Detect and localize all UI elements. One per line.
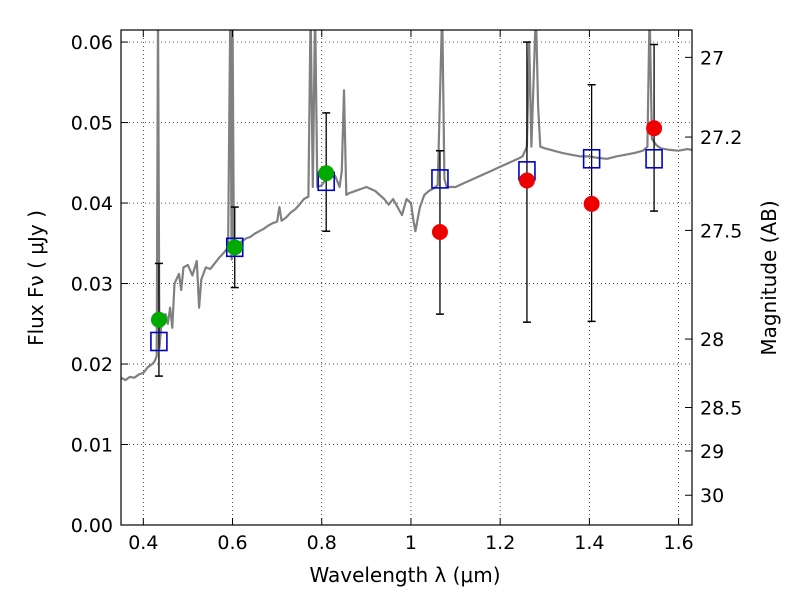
y2-tick-label: 28.5 (700, 397, 742, 419)
y2-tick-label: 27.2 (700, 127, 742, 149)
y-tick-label: 0.05 (71, 113, 113, 135)
y2-tick-label: 28 (700, 329, 724, 351)
y-tick-label: 0.00 (71, 515, 113, 537)
y2-tick-label: 27 (700, 47, 724, 69)
y-tick-label: 0.06 (71, 32, 113, 54)
x-tick-label: 1.4 (574, 532, 604, 554)
y2-axis-label: Magnitude (AB) (757, 200, 781, 355)
observed-optical-point (226, 239, 243, 256)
observed-optical-point (150, 311, 167, 328)
x-tick-label: 1.6 (664, 532, 694, 554)
model-spectrum-line (121, 30, 692, 382)
y2-tick-label: 29 (700, 441, 724, 463)
y-tick-label: 0.04 (71, 193, 113, 215)
y-tick-label: 0.02 (71, 354, 113, 376)
model-photometry-marker (582, 148, 601, 169)
axis-ticks: 0.4 0.6 0.8 1 1.2 1.4 1.6 0.00 0.01 0.02 0.03 0.04 0… (71, 30, 742, 554)
y-tick-label: 0.01 (71, 435, 113, 457)
plot-frame (120, 29, 693, 526)
plot-area (121, 30, 692, 382)
observed-optical-point (318, 165, 335, 182)
y2-tick-label: 27.5 (700, 220, 742, 242)
grid (121, 30, 692, 526)
observed-nir-point (646, 120, 663, 137)
y2-tick-label: 30 (700, 485, 724, 507)
x-tick-label: 0.8 (307, 532, 337, 554)
x-tick-label: 0.4 (128, 532, 158, 554)
model-photometry-marker (150, 331, 168, 352)
x-axis-label: Wavelength λ (μm) (309, 563, 500, 587)
model-photometry-marker (645, 148, 663, 169)
y-axis-label: Flux Fν ( μJy ) (24, 210, 48, 346)
model-photometry-marker (431, 169, 449, 189)
observed-nir-point (518, 172, 535, 189)
x-tick-label: 1.2 (485, 532, 515, 554)
y-tick-label: 0.03 (71, 274, 113, 296)
x-tick-label: 1 (405, 532, 417, 554)
observed-nir-point (583, 195, 600, 212)
x-tick-label: 0.6 (217, 532, 247, 554)
observed-nir-point (431, 224, 448, 241)
